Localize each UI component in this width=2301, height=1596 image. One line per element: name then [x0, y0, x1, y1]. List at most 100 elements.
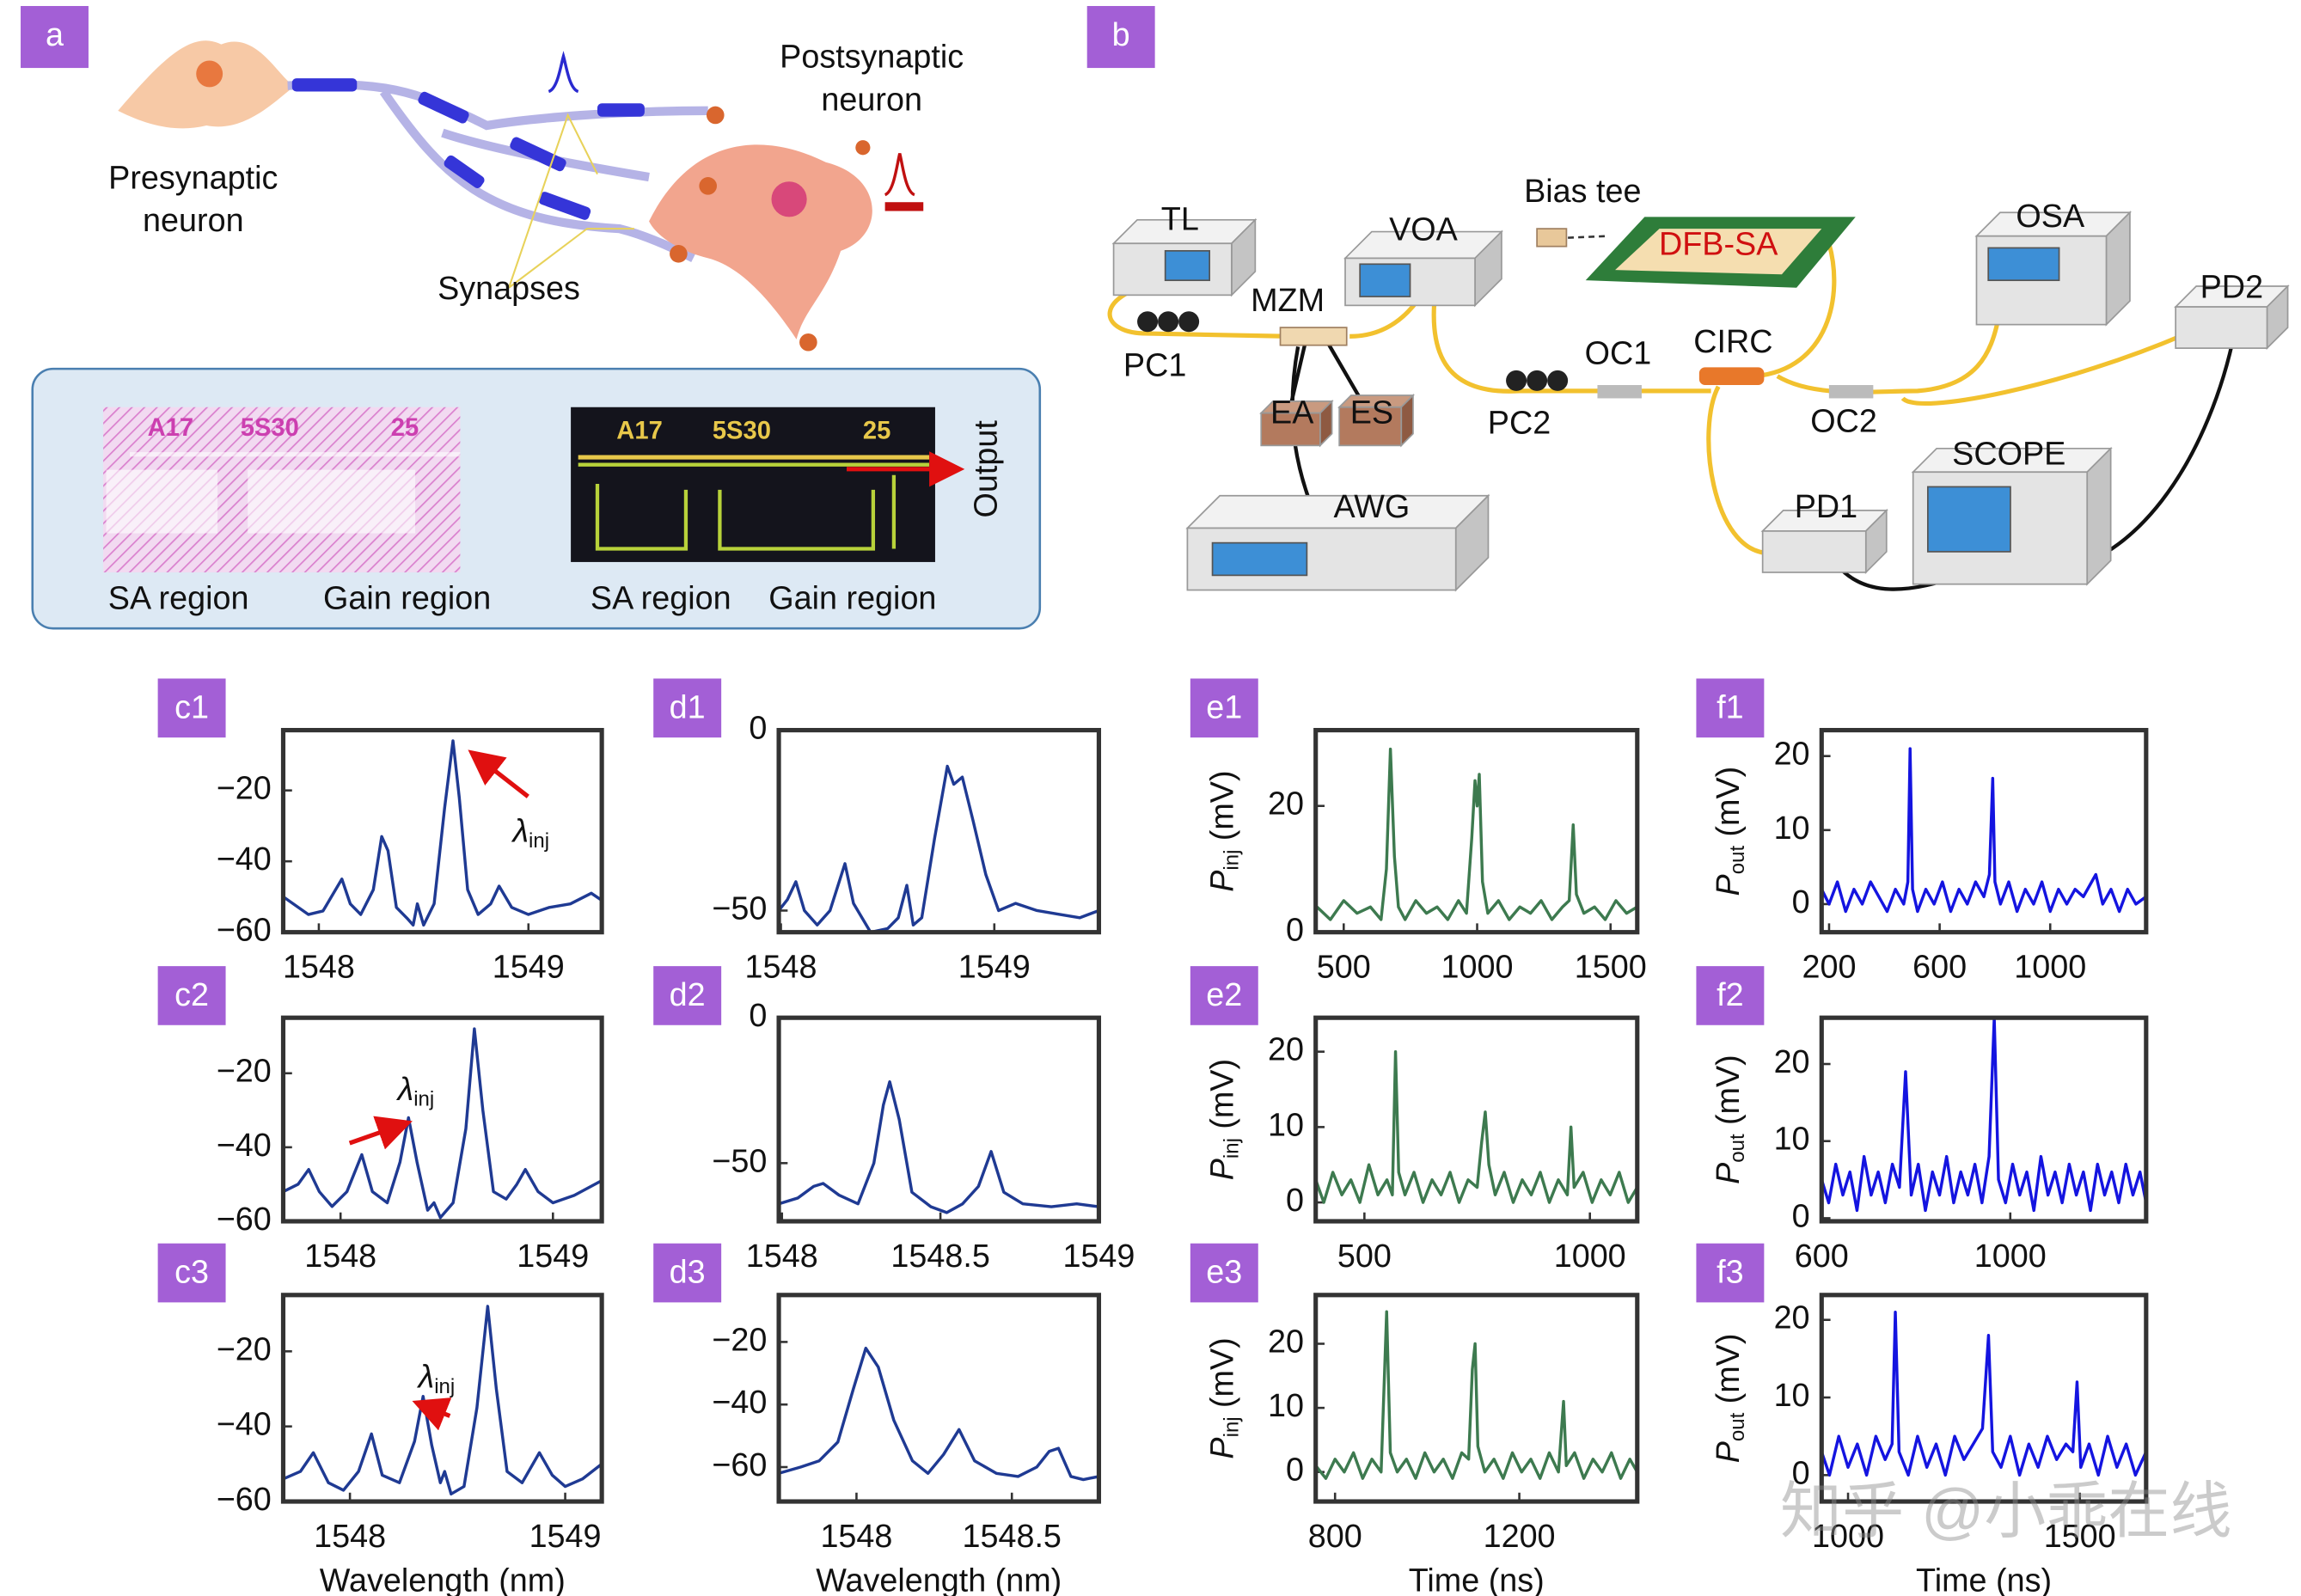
annotation-symbol: λ — [396, 1071, 414, 1107]
y-tick-label: 20 — [1268, 1323, 1304, 1359]
device-front — [1761, 530, 1867, 573]
y-tick-label: 20 — [1268, 1031, 1304, 1067]
y-tick-label: 20 — [1774, 1299, 1810, 1336]
y-axis-unit: (mV) — [1203, 1337, 1239, 1408]
plot-frame — [776, 727, 1102, 935]
output-bar — [884, 202, 924, 211]
x-tick-label: 1500 — [2044, 1518, 2116, 1554]
panel-label: f1 — [1717, 689, 1743, 725]
y-tick-label: −60 — [217, 1481, 272, 1517]
instrument-label: CIRC — [1693, 323, 1772, 359]
annotation-arrow — [468, 749, 529, 798]
instrument-label: OC2 — [1810, 403, 1877, 439]
y-axis-label: Pout (mV) — [1710, 1334, 1750, 1464]
panel-label: d1 — [670, 689, 706, 725]
y-tick-label: −40 — [712, 1384, 767, 1420]
y-axis-sub: inj — [1221, 1138, 1244, 1159]
x-tick-label: 1549 — [958, 949, 1031, 985]
x-tick-label: 1549 — [493, 949, 565, 985]
x-tick-label: 1548.5 — [890, 1238, 989, 1274]
panel-label-box — [21, 5, 89, 69]
annotation-sub: inj — [413, 1088, 434, 1111]
y-tick-label: 0 — [1286, 1452, 1304, 1488]
x-tick-label: 1548 — [820, 1518, 892, 1554]
panel-label-box — [1190, 1243, 1258, 1303]
line-series — [282, 739, 603, 927]
x-tick-label: 500 — [1317, 949, 1371, 985]
annotation-sub: inj — [434, 1375, 455, 1398]
plot-frame — [1313, 727, 1640, 935]
line-series — [1314, 1310, 1639, 1480]
spike-icon — [548, 51, 579, 94]
y-tick-label: −60 — [712, 1446, 767, 1483]
x-tick-label: 1548 — [745, 949, 817, 985]
x-axis-label: Wavelength (nm) — [816, 1562, 1062, 1596]
instrument-label: Bias tee — [1524, 173, 1641, 209]
y-tick-label: 0 — [1792, 1197, 1810, 1233]
spike-icon — [884, 153, 915, 197]
x-axis-label: Wavelength (nm) — [320, 1562, 566, 1596]
y-tick-label: −20 — [217, 1330, 272, 1367]
annotation-symbol: λ — [417, 1359, 435, 1395]
panel-label-box — [653, 966, 722, 1025]
x-tick-label: 600 — [1795, 1238, 1849, 1274]
plot-frame — [1819, 1293, 2149, 1504]
y-axis-symbol: P — [1203, 871, 1239, 892]
plot-frame — [280, 1015, 604, 1224]
plot-frame — [1819, 1015, 2149, 1224]
coupler — [1597, 385, 1642, 399]
y-axis-unit: (mV) — [1710, 1055, 1746, 1125]
line-series — [282, 1305, 603, 1496]
y-tick-label: −50 — [712, 890, 767, 926]
panel-label-box — [1696, 966, 1765, 1025]
text: SA region — [591, 580, 731, 616]
annotation: λinj — [396, 1071, 435, 1111]
annotation-sub: inj — [529, 829, 549, 853]
x-axis-label: Time (ns) — [1916, 1562, 2052, 1596]
line-series — [1316, 747, 1638, 921]
chip-code: A17 — [616, 418, 663, 445]
y-axis-sub: inj — [1221, 1416, 1244, 1437]
x-tick-label: 1500 — [1575, 949, 1647, 985]
instrument-label: EA — [1270, 394, 1314, 430]
line-series — [1820, 1016, 2148, 1213]
x-tick-label: 1000 — [1441, 949, 1514, 985]
panel-label-box — [157, 966, 226, 1025]
y-tick-label: 10 — [1268, 1387, 1304, 1423]
y-tick-label: 10 — [1774, 1377, 1810, 1413]
x-tick-label: 1548 — [314, 1518, 386, 1554]
y-tick-label: −60 — [217, 1201, 272, 1237]
text: Presynaptic — [108, 159, 278, 195]
chip-code: A17 — [148, 414, 194, 442]
panel-label: b — [1112, 16, 1130, 52]
circulator — [1698, 367, 1765, 386]
text: Output — [968, 420, 1004, 518]
panel-label-box — [157, 678, 226, 738]
instrument-label: DFB-SA — [1659, 226, 1778, 262]
y-tick-label: 10 — [1268, 1106, 1304, 1142]
panel-label-box — [1190, 678, 1258, 738]
y-axis-label: Pinj (mV) — [1203, 1059, 1244, 1180]
panel-label: c3 — [174, 1254, 209, 1290]
panel-label-box — [1190, 966, 1258, 1025]
text: Postsynaptic — [780, 39, 964, 75]
coupler — [1828, 385, 1874, 399]
plot-frame — [1819, 727, 2149, 935]
device-screen — [1359, 263, 1411, 297]
y-axis-label: Pinj (mV) — [1203, 770, 1244, 891]
y-tick-label: −60 — [217, 912, 272, 948]
plot-frame — [1313, 1015, 1640, 1224]
line-series — [778, 1346, 1099, 1482]
y-tick-label: 0 — [1286, 912, 1304, 948]
device-side — [2086, 446, 2112, 586]
bias-tee — [1536, 228, 1568, 248]
annotation: λinj — [417, 1359, 456, 1399]
panel-label-box — [1086, 5, 1155, 69]
panel-label-box — [157, 1243, 226, 1303]
y-tick-label: −40 — [217, 1406, 272, 1442]
x-tick-label: 1548.5 — [962, 1518, 1061, 1554]
panel-label: e3 — [1206, 1254, 1242, 1290]
device-front — [1260, 412, 1321, 447]
plot-frame — [776, 1015, 1102, 1224]
